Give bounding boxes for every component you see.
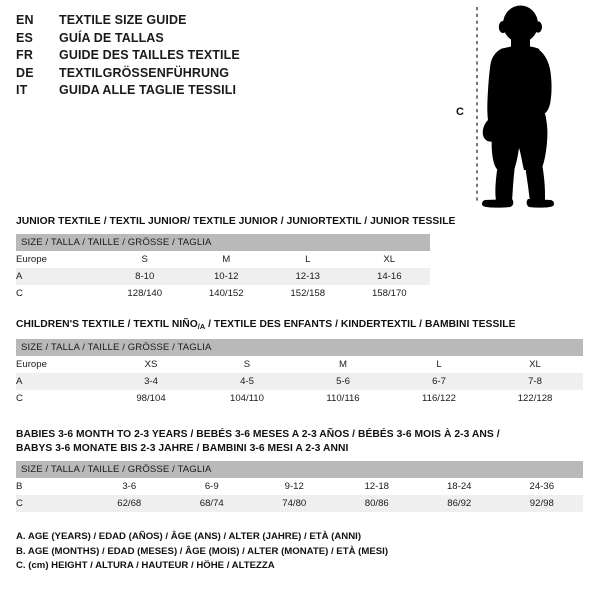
babies-row-b-value-5: 24-36 [500,478,584,495]
legend-text-it: GUIDA ALLE TAGLIE TESSILI [59,83,237,98]
junior-row-c-value-3: 158/170 [348,285,431,302]
children-row-a-value-4: 7-8 [487,373,584,390]
babies-row-b-value-3: 12-18 [335,478,418,495]
babies-section-title-line2: BABYS 3-6 MONATE BIS 2-3 JAHRE / BAMBINI… [16,443,349,454]
children-row-c-value-2: 110/116 [295,390,391,407]
children-row-europe-label: Europe [16,356,103,373]
junior-row-a: A 8-10 10-12 12-13 14-16 [16,268,431,285]
children-row-europe: Europe XS S M L XL [16,356,584,373]
babies-row-b-value-1: 6-9 [170,478,253,495]
junior-table-header-label: SIZE / TALLA / TAILLE / GRÖSSE / TAGLIA [16,234,431,251]
junior-row-a-value-0: 8-10 [104,268,186,285]
children-row-c-value-3: 116/122 [391,390,487,407]
junior-row-a-value-2: 12-13 [267,268,349,285]
babies-row-c-value-5: 92/98 [500,495,584,512]
children-row-europe-value-0: XS [103,356,199,373]
legend-text-en: TEXTILE SIZE GUIDE [59,13,187,27]
junior-row-europe-value-0: S [104,251,186,268]
junior-row-europe-label: Europe [16,251,104,268]
children-row-c-value-4: 122/128 [487,390,584,407]
children-row-a-value-2: 5-6 [295,373,391,390]
babies-table-header-label: SIZE / TALLA / TAILLE / GRÖSSE / TAGLIA [16,461,584,478]
junior-row-c-label: C [16,285,104,302]
junior-table-header-row: SIZE / TALLA / TAILLE / GRÖSSE / TAGLIA [16,234,431,251]
children-textile-section: CHILDREN'S TEXTILE / TEXTIL NIÑO/A / TEX… [16,318,584,407]
junior-row-a-value-3: 14-16 [348,268,431,285]
babies-row-c-label: C [16,495,88,512]
legend-row-de: DE TEXTILGRÖSSENFÜHRUNG [16,66,436,84]
children-row-a: A 3-4 4-5 5-6 6-7 7-8 [16,373,584,390]
babies-size-table: SIZE / TALLA / TAILLE / GRÖSSE / TAGLIA … [16,461,584,512]
junior-textile-section: JUNIOR TEXTILE / TEXTIL JUNIOR/ TEXTILE … [16,215,456,302]
junior-row-a-value-1: 10-12 [185,268,267,285]
children-row-europe-value-4: XL [487,356,584,373]
legend-text-fr: GUIDE DES TAILLES TEXTILE [59,48,240,63]
toddler-silhouette-illustration [440,4,595,209]
legend-code-de: DE [16,65,34,80]
children-row-a-label: A [16,373,103,390]
babies-row-c: C 62/68 68/74 74/80 80/86 86/92 92/98 [16,495,584,512]
legend-row-es: ES GUÍA DE TALLAS [16,31,436,49]
babies-row-b-value-4: 18-24 [418,478,501,495]
children-row-c-value-1: 104/110 [199,390,295,407]
legend-text-de: TEXTILGRÖSSENFÜHRUNG [59,65,230,80]
legend-code-fr: FR [16,48,34,63]
junior-row-c-value-2: 152/158 [267,285,349,302]
junior-size-table: SIZE / TALLA / TAILLE / GRÖSSE / TAGLIA … [16,234,431,302]
children-row-c: C 98/104 104/110 110/116 116/122 122/128 [16,390,584,407]
children-row-a-value-0: 3-4 [103,373,199,390]
babies-row-c-value-4: 86/92 [418,495,501,512]
children-row-c-label: C [16,390,103,407]
children-section-title-post: / TEXTILE DES ENFANTS / KINDERTEXTIL / B… [205,319,516,330]
junior-row-europe-value-3: XL [348,251,431,268]
children-row-europe-value-1: S [199,356,295,373]
babies-row-b: B 3-6 6-9 9-12 12-18 18-24 24-36 [16,478,584,495]
babies-row-c-value-1: 68/74 [170,495,253,512]
footnote-line-b: B. AGE (MONTHS) / EDAD (MESES) / ÂGE (MO… [16,545,389,557]
children-section-title-sub: /A [197,322,206,331]
junior-row-c-value-0: 128/140 [104,285,186,302]
children-section-title: CHILDREN'S TEXTILE / TEXTIL NIÑO/A / TEX… [16,318,583,334]
babies-row-b-label: B [16,478,88,495]
children-size-table: SIZE / TALLA / TAILLE / GRÖSSE / TAGLIA … [16,339,584,407]
babies-row-c-value-2: 74/80 [253,495,336,512]
children-section-title-pre: CHILDREN'S TEXTILE / TEXTIL NIÑO [16,319,198,330]
junior-row-europe-value-1: M [185,251,267,268]
footnote-line-c: C. (cm) HEIGHT / ALTURA / HAUTEUR / HÖHE… [16,560,275,572]
junior-row-europe: Europe S M L XL [16,251,431,268]
babies-table-header-row: SIZE / TALLA / TAILLE / GRÖSSE / TAGLIA [16,461,584,478]
children-row-europe-value-2: M [295,356,391,373]
footnote-line-a: A. AGE (YEARS) / EDAD (AÑOS) / ÂGE (ANS)… [16,531,362,542]
footnote-legend: A. AGE (YEARS) / EDAD (AÑOS) / ÂGE (ANS)… [16,530,388,574]
junior-row-a-label: A [16,268,104,285]
toddler-silhouette-shape [481,5,555,208]
legend-row-en: EN TEXTILE SIZE GUIDE [16,13,436,31]
legend-text-es: GUÍA DE TALLAS [59,30,164,45]
height-marker-label: C [456,106,465,118]
babies-row-c-value-3: 80/86 [335,495,418,512]
children-table-header-row: SIZE / TALLA / TAILLE / GRÖSSE / TAGLIA [16,339,584,356]
children-row-c-value-0: 98/104 [103,390,199,407]
babies-row-b-value-0: 3-6 [88,478,171,495]
babies-row-b-value-2: 9-12 [253,478,336,495]
junior-row-europe-value-2: L [267,251,349,268]
legend-row-it: IT GUIDA ALLE TAGLIE TESSILI [16,83,436,101]
legend-code-en: EN [16,13,34,27]
babies-textile-section: BABIES 3-6 MONTH TO 2-3 YEARS / BEBÉS 3-… [16,428,584,512]
children-row-a-value-1: 4-5 [199,373,295,390]
junior-row-c: C 128/140 140/152 152/158 158/170 [16,285,431,302]
legend-row-fr: FR GUIDE DES TAILLES TEXTILE [16,48,436,66]
children-row-a-value-3: 6-7 [391,373,487,390]
language-legend: EN TEXTILE SIZE GUIDE ES GUÍA DE TALLAS … [16,13,436,101]
junior-section-title: JUNIOR TEXTILE / TEXTIL JUNIOR/ TEXTILE … [16,216,456,227]
babies-row-c-value-0: 62/68 [88,495,171,512]
legend-code-it: IT [16,83,28,98]
children-table-header-label: SIZE / TALLA / TAILLE / GRÖSSE / TAGLIA [16,339,584,356]
babies-section-title-line1: BABIES 3-6 MONTH TO 2-3 YEARS / BEBÉS 3-… [16,429,500,440]
children-row-europe-value-3: L [391,356,487,373]
legend-code-es: ES [16,30,34,45]
junior-row-c-value-1: 140/152 [185,285,267,302]
